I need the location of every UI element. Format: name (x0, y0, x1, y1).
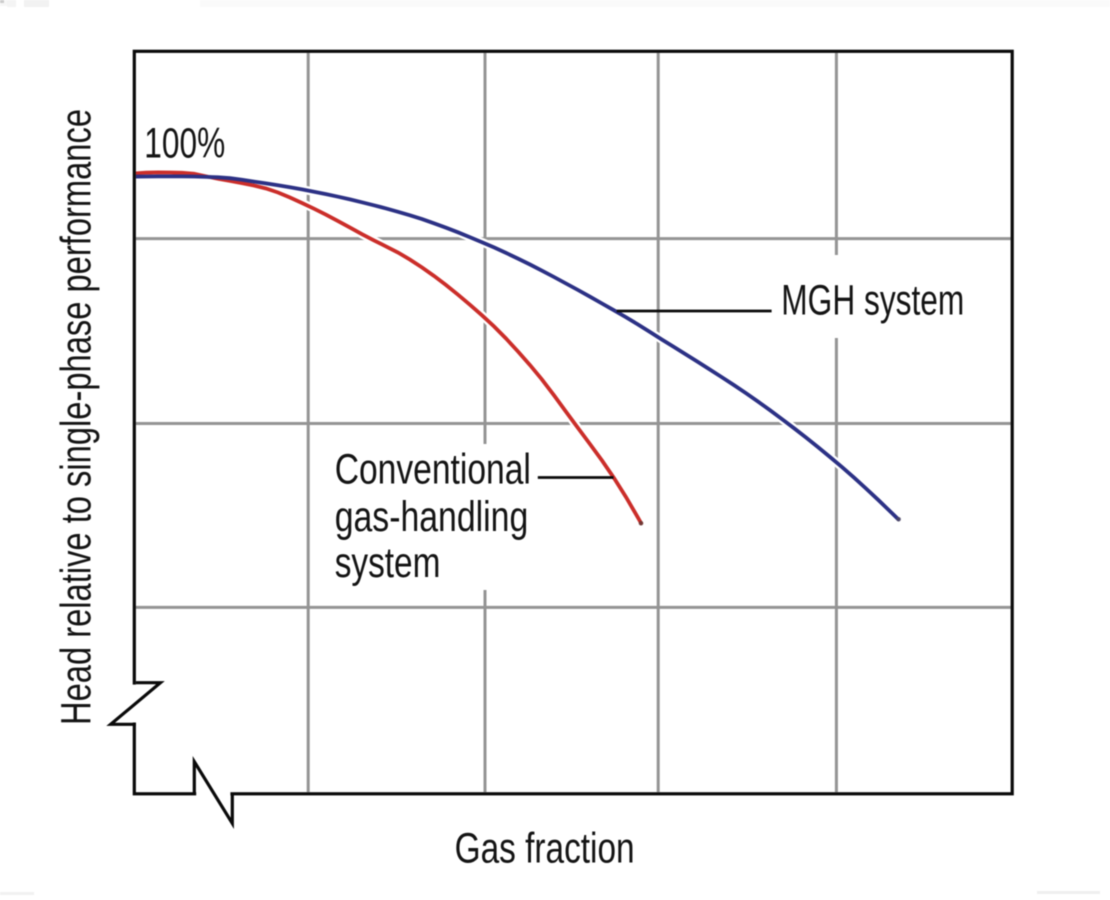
svg-text:gas-handling: gas-handling (335, 493, 529, 541)
svg-text:MGH system: MGH system (781, 276, 964, 324)
svg-text:Conventional: Conventional (335, 446, 531, 494)
svg-text:system: system (335, 539, 441, 587)
svg-text:100%: 100% (144, 120, 225, 168)
svg-text:Gas fraction: Gas fraction (455, 825, 635, 873)
svg-text:Head relative to single-phase: Head relative to single-phase performanc… (52, 109, 100, 725)
